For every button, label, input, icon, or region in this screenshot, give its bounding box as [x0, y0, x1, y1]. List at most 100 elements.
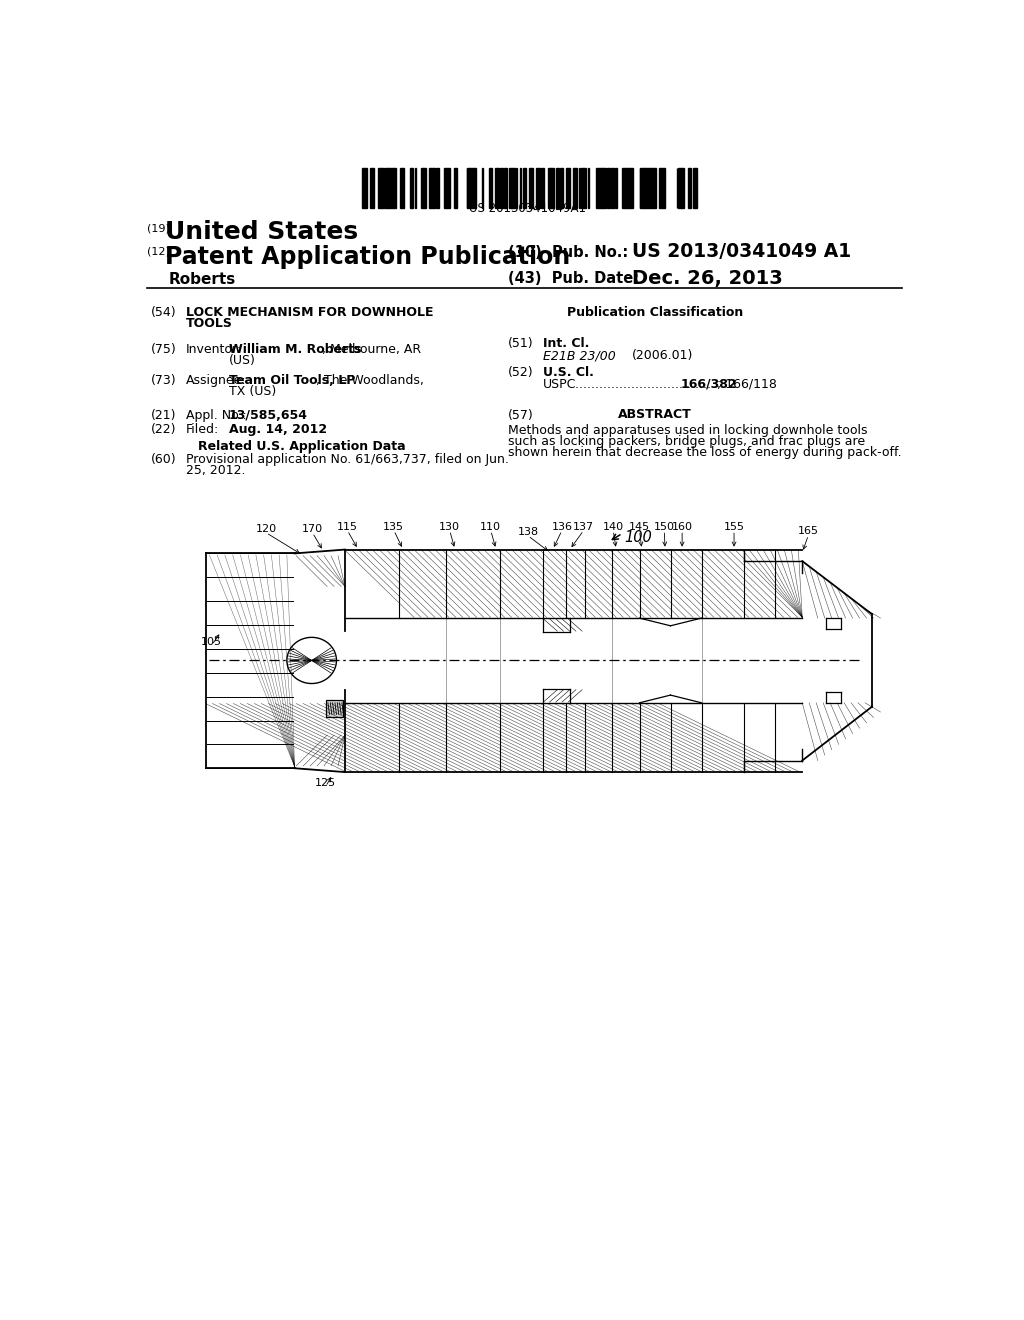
Bar: [327, 701, 343, 717]
Text: 165: 165: [798, 527, 819, 536]
Text: shown herein that decrease the loss of energy during pack-off.: shown herein that decrease the loss of e…: [508, 446, 901, 458]
Text: 150: 150: [653, 521, 675, 532]
Bar: [429, 168, 431, 207]
Bar: [523, 168, 525, 207]
Bar: [566, 168, 569, 207]
Bar: [431, 168, 434, 207]
Bar: [645, 168, 646, 207]
Bar: [658, 168, 660, 207]
Text: Methods and apparatuses used in locking downhole tools: Methods and apparatuses used in locking …: [508, 424, 867, 437]
Text: (19): (19): [147, 224, 170, 234]
Bar: [528, 168, 531, 207]
Bar: [551, 168, 554, 207]
Bar: [643, 168, 645, 207]
Bar: [500, 168, 503, 207]
Text: Team Oil Tools, LP: Team Oil Tools, LP: [228, 374, 355, 387]
Text: Related U.S. Application Data: Related U.S. Application Data: [198, 441, 406, 453]
Text: 137: 137: [573, 521, 594, 532]
Bar: [653, 168, 655, 207]
Text: Patent Application Publication: Patent Application Publication: [165, 244, 570, 269]
Bar: [470, 168, 472, 207]
Text: Dec. 26, 2013: Dec. 26, 2013: [632, 268, 782, 288]
Text: 140: 140: [602, 521, 624, 532]
Text: (51): (51): [508, 337, 534, 350]
Bar: [611, 168, 614, 207]
Bar: [581, 168, 583, 207]
Bar: [575, 168, 577, 207]
Text: Provisional application No. 61/663,737, filed on Jun.: Provisional application No. 61/663,737, …: [186, 453, 509, 466]
Bar: [607, 168, 609, 207]
Text: ; 166/118: ; 166/118: [717, 378, 777, 391]
Text: TOOLS: TOOLS: [186, 317, 233, 330]
Bar: [601, 168, 603, 207]
Text: E21B 23/00: E21B 23/00: [543, 350, 615, 363]
Text: (12): (12): [147, 247, 170, 257]
Bar: [386, 168, 388, 207]
Bar: [447, 168, 450, 207]
Text: U.S. Cl.: U.S. Cl.: [543, 367, 594, 379]
Bar: [628, 168, 630, 207]
Bar: [615, 168, 617, 207]
Text: (73): (73): [152, 374, 177, 387]
Bar: [401, 168, 403, 207]
Text: US 2013/0341049 A1: US 2013/0341049 A1: [632, 243, 851, 261]
Text: ..................................: ..................................: [571, 378, 716, 391]
Text: such as locking packers, bridge plugs, and frac plugs are: such as locking packers, bridge plugs, a…: [508, 434, 865, 447]
Text: 166/382: 166/382: [681, 378, 737, 391]
Bar: [650, 168, 652, 207]
Text: Appl. No.:: Appl. No.:: [186, 409, 247, 422]
Text: 13/585,654: 13/585,654: [228, 409, 308, 422]
Bar: [497, 168, 500, 207]
Bar: [541, 168, 544, 207]
Text: TX (US): TX (US): [228, 385, 276, 397]
Text: United States: United States: [165, 220, 358, 244]
Bar: [455, 168, 457, 207]
Bar: [573, 168, 575, 207]
Bar: [560, 168, 563, 207]
Text: 145: 145: [629, 521, 650, 532]
Text: US 20130341049A1: US 20130341049A1: [469, 202, 586, 215]
Bar: [536, 168, 538, 207]
Bar: [444, 168, 447, 207]
Bar: [392, 168, 394, 207]
Text: (US): (US): [228, 354, 256, 367]
Bar: [583, 168, 586, 207]
Bar: [630, 168, 633, 207]
Text: (52): (52): [508, 367, 534, 379]
Bar: [678, 168, 681, 207]
Bar: [681, 168, 684, 207]
Bar: [604, 168, 606, 207]
Text: USPC: USPC: [543, 378, 575, 391]
Bar: [531, 168, 532, 207]
Bar: [509, 168, 512, 207]
Bar: [664, 168, 665, 207]
Text: 136: 136: [552, 521, 572, 532]
Text: 100: 100: [624, 531, 651, 545]
Bar: [588, 168, 589, 207]
Bar: [423, 168, 426, 207]
Text: (22): (22): [152, 424, 177, 437]
Text: 138: 138: [517, 527, 539, 537]
Text: (10)  Pub. No.:: (10) Pub. No.:: [508, 244, 628, 260]
Bar: [489, 168, 493, 207]
Text: , Melbourne, AR: , Melbourne, AR: [322, 343, 421, 356]
Bar: [646, 168, 649, 207]
Text: 25, 2012.: 25, 2012.: [186, 465, 246, 477]
Text: (60): (60): [152, 453, 177, 466]
Bar: [556, 168, 559, 207]
Bar: [548, 168, 551, 207]
Text: (57): (57): [508, 409, 534, 422]
Bar: [410, 168, 414, 207]
Text: 130: 130: [439, 521, 460, 532]
Text: Filed:: Filed:: [186, 424, 219, 437]
Bar: [400, 168, 401, 207]
Bar: [624, 168, 626, 207]
Bar: [640, 168, 643, 207]
Bar: [504, 168, 507, 207]
Text: 135: 135: [383, 521, 404, 532]
Bar: [660, 168, 664, 207]
Text: Inventor:: Inventor:: [186, 343, 243, 356]
Text: (21): (21): [152, 409, 177, 422]
Bar: [378, 168, 381, 207]
Text: (54): (54): [152, 306, 177, 319]
